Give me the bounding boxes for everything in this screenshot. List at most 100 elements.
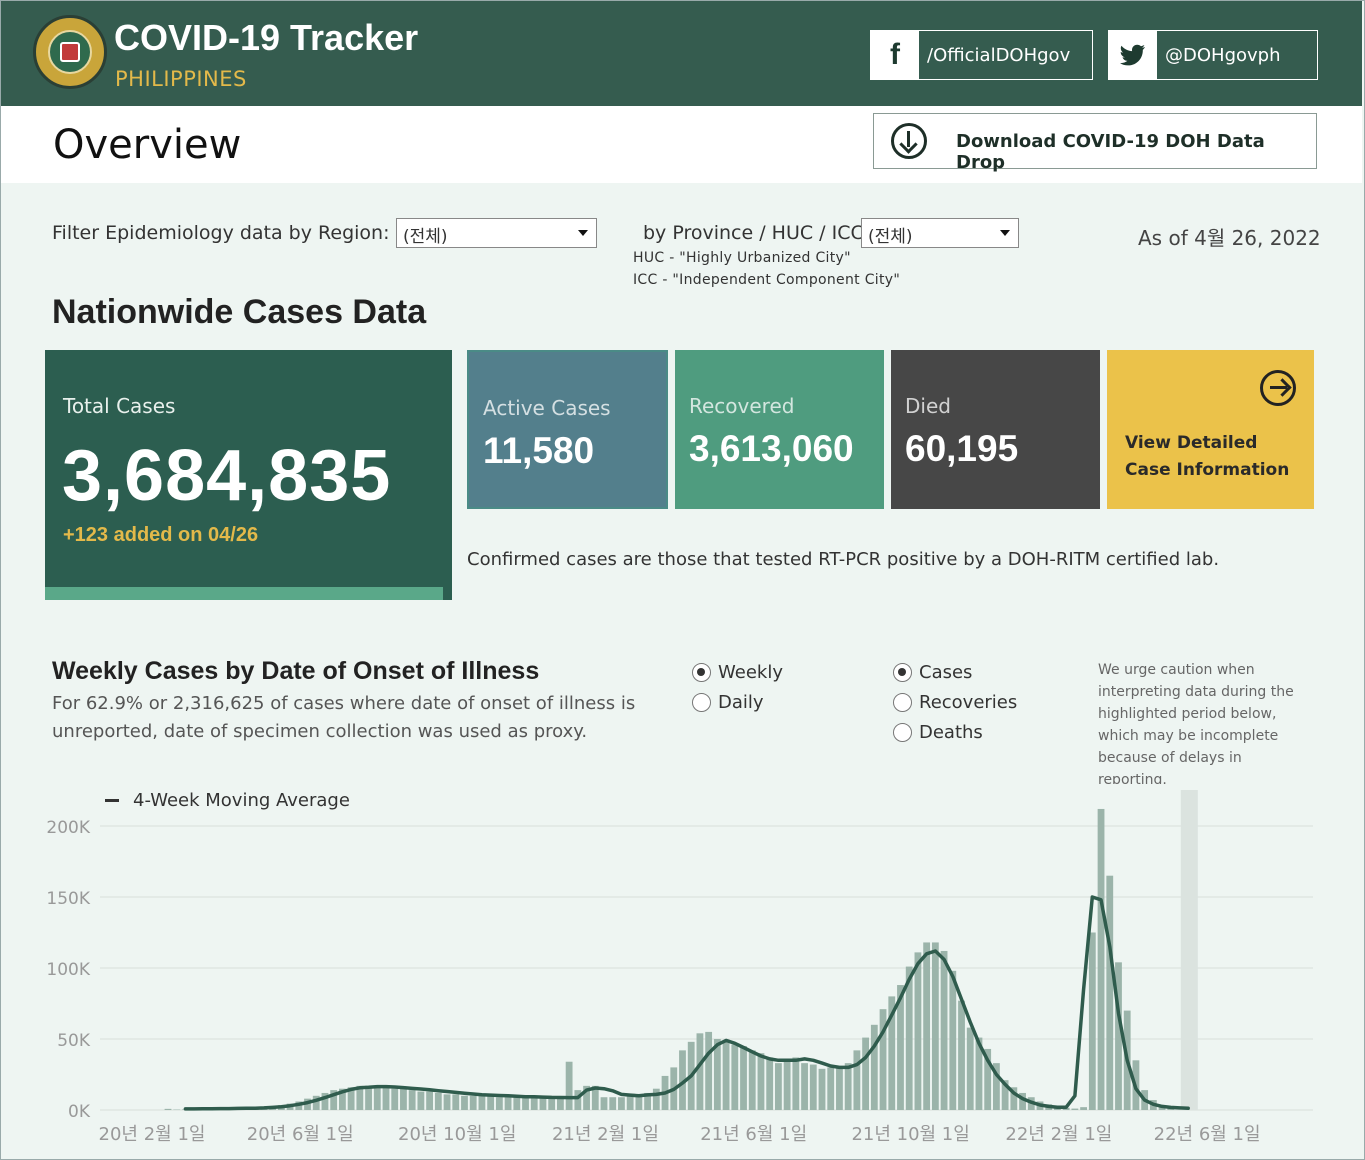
bar xyxy=(312,1095,320,1110)
bar xyxy=(844,1063,852,1110)
total-cases-card: Total Cases 3,684,835 +123 added on 04/2… xyxy=(45,350,452,600)
bar xyxy=(452,1094,460,1110)
radio-unselected-icon xyxy=(692,693,711,712)
died-value: 60,195 xyxy=(905,428,1019,469)
app-title: COVID-19 Tracker xyxy=(114,17,419,58)
radio-unselected-icon xyxy=(893,693,912,712)
bar xyxy=(609,1097,617,1110)
bar xyxy=(487,1096,495,1110)
bar xyxy=(356,1085,364,1110)
chevron-down-icon xyxy=(1000,230,1010,236)
twitter-link[interactable]: @DOHgovph xyxy=(1108,30,1318,80)
died-label: Died xyxy=(905,394,951,418)
download-data-drop-button[interactable]: Download COVID-19 DOH Data Drop xyxy=(873,113,1317,173)
bar xyxy=(565,1061,573,1110)
bar xyxy=(923,942,931,1110)
chart-legend: 4-Week Moving Average xyxy=(105,790,350,811)
bar xyxy=(940,950,948,1110)
facebook-link[interactable]: f /OfficialDOHgov xyxy=(870,30,1093,80)
chart-subtitle: For 62.9% or 2,316,625 of cases where da… xyxy=(52,693,636,742)
bar xyxy=(853,1050,861,1110)
bar xyxy=(504,1097,512,1110)
bar xyxy=(740,1046,747,1110)
bar xyxy=(400,1088,407,1110)
chart-title: Weekly Cases by Date of Onset of Illness xyxy=(52,657,540,685)
region-select[interactable]: (전체) xyxy=(396,218,597,248)
download-icon xyxy=(891,123,927,159)
bar xyxy=(321,1092,329,1110)
incomplete-period-highlight xyxy=(1180,790,1198,1110)
bar xyxy=(644,1092,652,1110)
bar xyxy=(766,1057,774,1110)
bar xyxy=(757,1053,765,1110)
active-cases-label: Active Cases xyxy=(483,396,611,420)
x-tick-label: 20년 2월 1일 xyxy=(99,1124,206,1145)
recovered-card: Recovered 3,613,060 xyxy=(675,350,884,509)
bar xyxy=(600,1097,608,1110)
radio-recoveries[interactable]: Recoveries xyxy=(893,692,1017,713)
bar xyxy=(809,1064,817,1110)
region-select-value: (전체) xyxy=(403,227,448,247)
recovered-value: 3,613,060 xyxy=(689,428,854,469)
bar xyxy=(774,1063,782,1110)
doh-seal-logo xyxy=(33,15,107,89)
radio-recoveries-label: Recoveries xyxy=(919,692,1018,713)
bar xyxy=(696,1033,704,1110)
bar xyxy=(574,1090,582,1110)
page-title: Overview xyxy=(53,122,242,168)
bar xyxy=(931,942,939,1110)
view-detailed-case-button[interactable]: View Detailed Case Information xyxy=(1107,350,1314,509)
bar xyxy=(949,970,957,1110)
bar xyxy=(469,1095,477,1110)
bar xyxy=(513,1097,521,1110)
bar xyxy=(495,1097,503,1110)
bar xyxy=(862,1037,870,1110)
bar xyxy=(591,1085,599,1110)
bar xyxy=(530,1097,538,1110)
bar xyxy=(836,1067,843,1110)
total-cases-value: 3,684,835 xyxy=(62,436,392,516)
bar xyxy=(1106,875,1114,1110)
bar xyxy=(870,1024,878,1110)
bar xyxy=(417,1091,425,1110)
active-cases-card: Active Cases 11,580 xyxy=(467,350,668,509)
radio-cases-label: Cases xyxy=(919,662,973,683)
huc-note: HUC - "Highly Urbanized City" xyxy=(633,250,851,266)
bar xyxy=(792,1057,800,1110)
radio-weekly[interactable]: Weekly xyxy=(692,662,783,683)
bar xyxy=(434,1092,442,1110)
facebook-icon: f xyxy=(871,31,919,79)
bar xyxy=(461,1095,468,1110)
bar xyxy=(652,1088,660,1110)
chevron-down-icon xyxy=(578,230,588,236)
bar xyxy=(975,1037,983,1110)
radio-daily[interactable]: Daily xyxy=(692,692,764,713)
radio-deaths[interactable]: Deaths xyxy=(893,722,983,743)
bar xyxy=(1019,1092,1026,1110)
bar xyxy=(635,1094,643,1110)
recovered-label: Recovered xyxy=(689,394,795,418)
bar xyxy=(783,1060,791,1110)
bar xyxy=(705,1031,713,1110)
x-tick-label: 21년 6월 1일 xyxy=(700,1124,807,1145)
weekly-cases-chart: 0K 50K 100K 150K 200K 20년 2월 1일 20년 6월 1일 20년 1… xyxy=(46,790,1313,1145)
radio-cases[interactable]: Cases xyxy=(893,662,972,683)
bar xyxy=(731,1044,739,1110)
y-tick-label: 0K xyxy=(68,1102,91,1122)
bar xyxy=(1097,808,1105,1110)
bar xyxy=(443,1094,451,1110)
province-select[interactable]: (전체) xyxy=(861,218,1019,248)
x-tick-label: 20년 10월 1일 xyxy=(398,1124,516,1145)
bar xyxy=(426,1091,434,1110)
twitter-label: @DOHgovph xyxy=(1165,44,1281,66)
bar xyxy=(748,1050,756,1110)
bar xyxy=(1080,1107,1088,1110)
icc-note: ICC - "Independent Component City" xyxy=(633,272,901,288)
header: COVID-19 Tracker PHILIPPINES f /Official… xyxy=(1,1,1362,106)
bar xyxy=(478,1095,486,1110)
bar xyxy=(914,952,922,1110)
bar xyxy=(818,1068,826,1110)
bar xyxy=(522,1097,529,1110)
card-strip xyxy=(45,587,443,600)
bar xyxy=(1001,1080,1009,1110)
